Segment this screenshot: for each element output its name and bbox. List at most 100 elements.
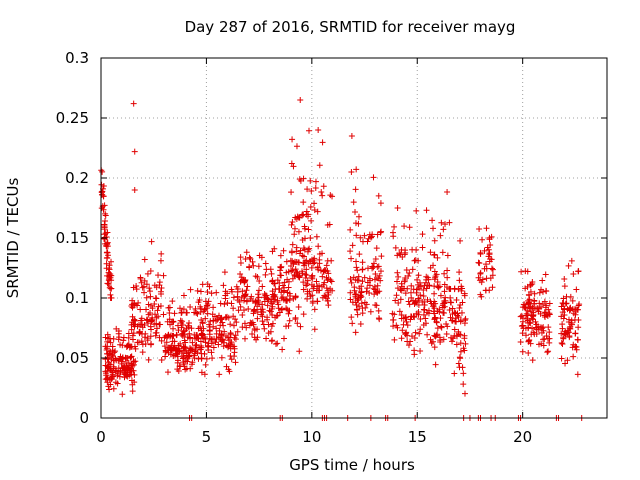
- data-point: [198, 330, 205, 337]
- data-point: [223, 342, 230, 349]
- data-point: [348, 133, 355, 139]
- data-point: [241, 335, 248, 342]
- data-point: [287, 257, 294, 264]
- data-point: [122, 366, 129, 373]
- data-point: [487, 241, 494, 248]
- data-point: [290, 163, 297, 170]
- data-point: [443, 284, 450, 291]
- data-point: [170, 318, 177, 325]
- data-point: [355, 220, 362, 227]
- data-point: [272, 340, 279, 347]
- data-point: [254, 315, 261, 322]
- data-point: [295, 304, 302, 311]
- data-point: [437, 292, 444, 299]
- data-point: [166, 310, 173, 317]
- data-point: [153, 284, 160, 291]
- data-point: [378, 253, 385, 260]
- data-point: [147, 288, 153, 295]
- data-point: [432, 314, 439, 321]
- data-point: [565, 262, 572, 269]
- data-point: [423, 285, 430, 292]
- data-point: [349, 320, 356, 327]
- data-point: [104, 239, 111, 246]
- data-point: [103, 345, 110, 352]
- data-point: [535, 308, 542, 315]
- data-point: [131, 343, 138, 350]
- data-point: [280, 288, 287, 295]
- data-point: [288, 189, 295, 196]
- data-point: [101, 224, 108, 231]
- data-point: [541, 335, 548, 342]
- data-point: [116, 334, 123, 341]
- data-point: [156, 279, 163, 286]
- data-point: [288, 248, 295, 255]
- data-point: [293, 143, 300, 150]
- data-point: [269, 277, 276, 284]
- data-point: [234, 328, 241, 335]
- data-point: [478, 293, 485, 300]
- data-point: [218, 315, 225, 322]
- data-point: [456, 269, 463, 276]
- data-point: [312, 178, 319, 185]
- data-point: [406, 301, 413, 308]
- data-point: [180, 292, 187, 299]
- data-point: [395, 273, 402, 280]
- data-point: [449, 338, 456, 345]
- data-point: [352, 299, 359, 306]
- data-point: [167, 333, 174, 340]
- data-point: [133, 283, 140, 290]
- data-point: [357, 234, 364, 241]
- data-point: [558, 355, 565, 362]
- data-point: [483, 275, 490, 282]
- data-point: [421, 298, 428, 305]
- data-point: [128, 371, 135, 378]
- data-point: [441, 288, 448, 295]
- data-point: [562, 360, 569, 367]
- data-point: [428, 340, 435, 347]
- data-point: [158, 284, 165, 291]
- data-point: [325, 270, 332, 277]
- data-point: [207, 318, 214, 325]
- data-point: [307, 177, 314, 184]
- data-point: [250, 262, 257, 269]
- data-point: [212, 318, 219, 325]
- data-point: [149, 305, 156, 312]
- data-point: [272, 286, 279, 293]
- data-point: [245, 305, 252, 312]
- data-point: [130, 284, 137, 291]
- data-point: [268, 323, 275, 330]
- data-point: [108, 272, 115, 279]
- data-point: [203, 355, 210, 362]
- data-point: [268, 270, 275, 277]
- data-point: [197, 303, 204, 310]
- data-point: [289, 241, 296, 248]
- data-point: [204, 302, 211, 309]
- data-point: [316, 287, 323, 294]
- data-point: [210, 344, 217, 351]
- data-point: [243, 287, 250, 294]
- data-point: [436, 334, 443, 341]
- data-point: [145, 356, 152, 363]
- data-point: [130, 361, 137, 368]
- data-point: [135, 339, 142, 346]
- data-point: [431, 344, 438, 351]
- data-point: [131, 187, 138, 193]
- data-point: [527, 303, 534, 310]
- chart-title: Day 287 of 2016, SRMTID for receiver may…: [185, 18, 516, 36]
- data-point: [527, 340, 534, 347]
- data-point: [249, 330, 256, 337]
- data-point: [536, 289, 543, 296]
- data-point: [128, 353, 135, 360]
- data-point: [110, 385, 117, 392]
- data-point: [525, 350, 532, 357]
- data-point: [569, 344, 576, 351]
- data-point: [406, 224, 413, 231]
- data-point: [394, 269, 401, 276]
- data-point: [293, 215, 300, 222]
- data-point: [232, 336, 239, 343]
- data-point: [217, 300, 224, 307]
- data-point: [178, 349, 185, 356]
- data-point: [174, 351, 181, 358]
- data-point: [361, 299, 368, 306]
- data-point: [167, 346, 174, 353]
